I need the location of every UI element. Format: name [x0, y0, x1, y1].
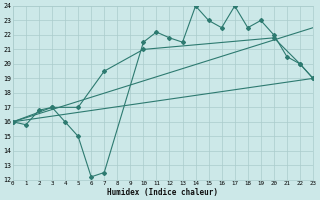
X-axis label: Humidex (Indice chaleur): Humidex (Indice chaleur) [108, 188, 219, 197]
